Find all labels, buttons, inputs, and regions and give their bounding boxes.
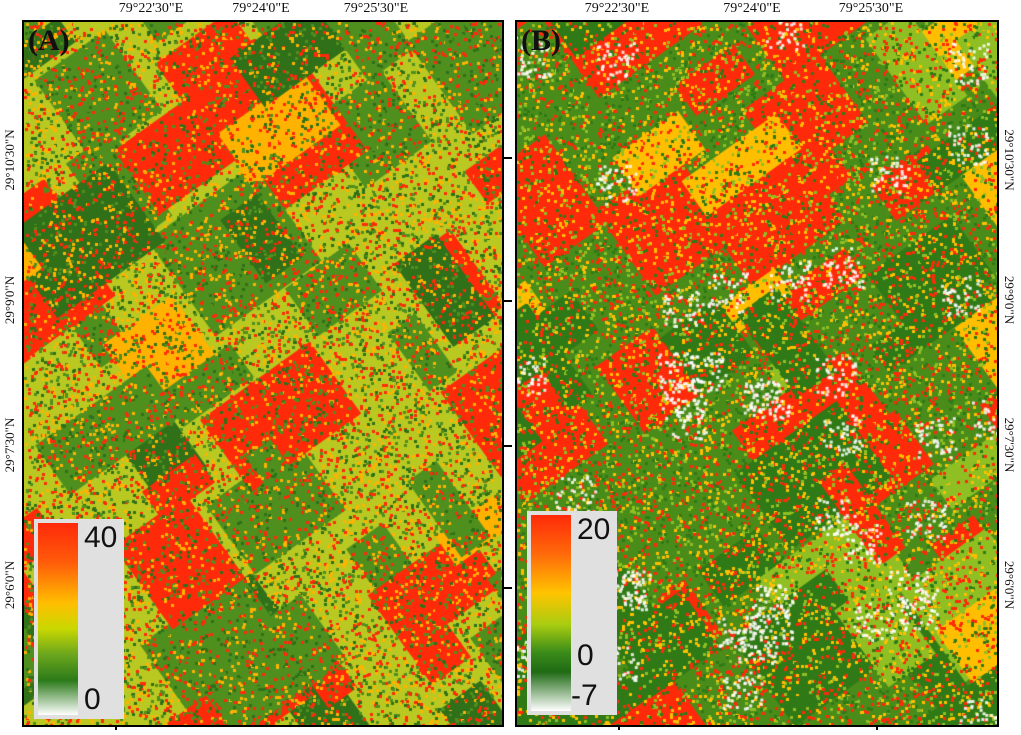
legend-b: 20 0 -7 xyxy=(527,511,617,715)
longitude-label-a-2: 79°24'0"E xyxy=(232,1,290,16)
legend-min-b: -7 xyxy=(571,679,598,712)
latitude-label-a-3: 29°7'30"N xyxy=(2,417,17,473)
tick-bottom-b xyxy=(618,724,620,730)
legend-mid-b: 0 xyxy=(577,639,594,672)
latitude-label-a-1: 29°10'30"N xyxy=(2,129,17,191)
latitude-label-b-3: 29°7'30"N xyxy=(1002,417,1017,473)
latitude-label-b-1: 29°10'30"N xyxy=(1002,129,1017,191)
tick-bottom-c xyxy=(876,724,878,730)
legend-min-a: 0 xyxy=(84,683,101,716)
tick-bottom-a xyxy=(115,724,117,730)
tick-mid-3 xyxy=(504,445,512,447)
legend-max-a: 40 xyxy=(84,521,118,554)
color-ramp-a xyxy=(38,523,78,715)
longitude-label-b-3: 79°25'30"E xyxy=(838,1,904,16)
color-ramp-b xyxy=(531,515,571,711)
latitude-label-b-2: 29°9'0"N xyxy=(1002,275,1017,325)
tick-mid-2 xyxy=(504,300,512,302)
legend-max-b: 20 xyxy=(577,513,611,546)
map-panel-b: (B) 20 0 -7 xyxy=(515,20,999,727)
latitude-label-a-2: 29°9'0"N xyxy=(2,275,17,325)
legend-a: 40 0 xyxy=(34,519,124,719)
latitude-label-b-4: 29°6'0"N xyxy=(1002,560,1017,610)
longitude-label-b-2: 79°24'0"E xyxy=(723,1,781,16)
panel-label-b: (B) xyxy=(521,24,561,57)
map-panel-a: (A) 40 0 xyxy=(22,20,504,727)
latitude-label-a-4: 29°6'0"N xyxy=(2,560,17,610)
panel-label-a: (A) xyxy=(28,24,70,57)
tick-mid-1 xyxy=(504,157,512,159)
tick-mid-4 xyxy=(504,587,512,589)
longitude-label-b-1: 79°22'30"E xyxy=(584,1,650,16)
longitude-label-a-3: 79°25'30"E xyxy=(343,1,409,16)
longitude-label-a-1: 79°22'30"E xyxy=(118,1,184,16)
